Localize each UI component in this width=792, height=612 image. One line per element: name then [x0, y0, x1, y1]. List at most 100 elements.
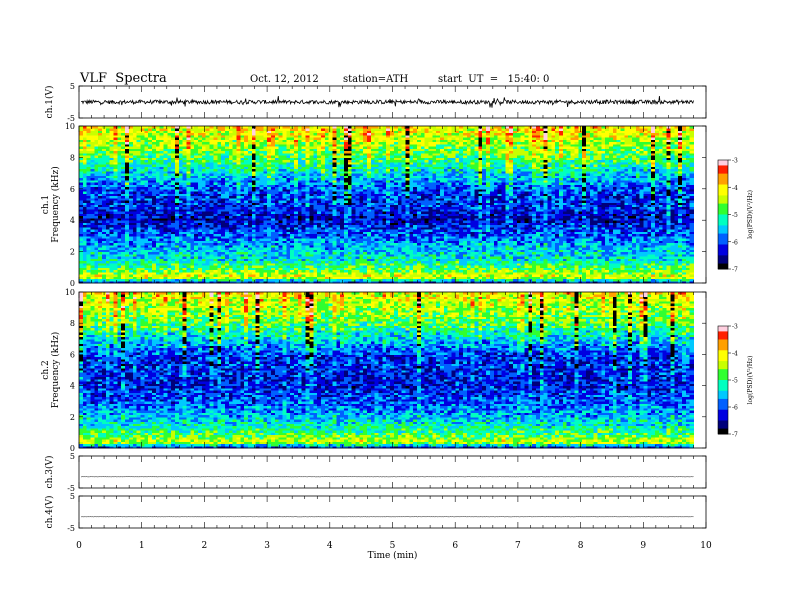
- spectrogram-cell: [163, 278, 168, 282]
- spectrogram-cell: [413, 280, 418, 284]
- spectrogram-cell: [639, 267, 645, 271]
- spectrogram-cell: [390, 262, 395, 266]
- spectrogram-cell: [320, 267, 326, 271]
- spectrogram-cell: [274, 271, 280, 275]
- spectrogram-cell: [628, 265, 633, 268]
- spectrogram-cell: [301, 267, 307, 271]
- spectrogram-cell: [547, 269, 552, 273]
- spectrogram-cell: [148, 271, 153, 275]
- spectrogram-cell: [201, 271, 207, 275]
- spectrogram-cell: [263, 265, 268, 268]
- spectrogram-cell: [90, 274, 95, 277]
- spectrogram-cell: [616, 274, 621, 277]
- spectrogram-cell: [632, 274, 637, 277]
- spectrogram-cell: [424, 269, 429, 273]
- spectrogram-cell: [236, 280, 241, 284]
- spectrogram-cell: [582, 269, 587, 273]
- ch1-waveform-trace: [80, 95, 694, 108]
- spectrogram-cell: [678, 262, 683, 266]
- spectrogram-cell: [347, 267, 353, 271]
- spectrogram-cell: [255, 276, 260, 280]
- spectrogram-cell: [251, 278, 257, 282]
- spectrogram-cell: [639, 274, 645, 277]
- spectrogram-cell: [228, 276, 234, 280]
- spectrogram-cell: [228, 262, 234, 266]
- spectrogram-cell: [278, 271, 284, 275]
- spectrogram-cell: [401, 267, 406, 271]
- spectrogram-cell: [670, 278, 675, 282]
- spectrogram-cell: [163, 269, 168, 273]
- spectrogram-cell: [247, 278, 253, 282]
- spectrogram-cell: [155, 274, 161, 277]
- spectrogram-cell: [94, 278, 99, 282]
- spectrogram-cell: [413, 278, 418, 282]
- spectrogram-cell: [651, 276, 656, 280]
- spectrogram-cell: [635, 262, 641, 266]
- spectrogram-cell: [647, 267, 652, 271]
- spectrogram-cell: [367, 276, 372, 280]
- spectrogram-cell: [113, 260, 118, 264]
- spectrogram-cell: [432, 267, 437, 271]
- spectrogram-cell: [178, 262, 184, 266]
- spectrogram-cell: [666, 274, 671, 277]
- spectrogram-cell: [228, 274, 234, 277]
- spectrogram-cell: [489, 280, 495, 284]
- spectrogram-cell: [367, 262, 372, 266]
- spectrogram-cell: [474, 269, 479, 273]
- spectrogram-cell: [297, 276, 303, 280]
- spectrogram-cell: [351, 267, 357, 271]
- spectrogram-cell: [639, 269, 645, 273]
- spectrogram-cell: [317, 278, 322, 282]
- spectrogram-cell: [247, 265, 253, 268]
- spectrogram-cell: [271, 265, 276, 268]
- spectrogram-cell: [543, 269, 549, 273]
- spectrogram-cell: [98, 280, 103, 284]
- spectrogram-cell: [378, 280, 383, 284]
- spectrogram-cell: [382, 280, 387, 284]
- spectrogram-cell: [297, 269, 303, 273]
- spectrogram-cell: [582, 262, 587, 266]
- spectrogram-cell: [443, 278, 449, 282]
- spectrogram-cell: [263, 260, 268, 264]
- spectrogram-cell: [593, 262, 598, 266]
- spectrogram-cell: [608, 262, 614, 266]
- spectrogram-cell: [205, 278, 211, 282]
- spectrogram-cell: [466, 271, 472, 275]
- spectrogram-cell: [236, 274, 241, 277]
- spectrogram-cell: [512, 271, 518, 275]
- spectrogram-cell: [159, 271, 164, 275]
- spectrogram-cell: [351, 269, 357, 273]
- spectrogram-cell: [409, 280, 414, 284]
- spectrogram-cell: [190, 274, 195, 277]
- spectrogram-cell: [463, 262, 468, 266]
- spectrogram-cell: [685, 280, 691, 284]
- spectrogram-cell: [182, 262, 188, 266]
- spectrogram-cell: [328, 280, 333, 284]
- spectrogram-cell: [589, 265, 595, 268]
- spectrogram-cell: [562, 278, 568, 282]
- spectrogram-cell: [551, 274, 556, 277]
- spectrogram-cell: [336, 269, 341, 273]
- spectrogram-cell: [612, 269, 618, 273]
- spectrogram-cell: [297, 265, 303, 268]
- spectrogram-cell: [355, 265, 360, 268]
- spectrogram-cell: [297, 267, 303, 271]
- spectrogram-cell: [317, 265, 322, 268]
- spectrogram-cell: [109, 260, 115, 264]
- spectrogram-cell: [589, 267, 595, 271]
- spectrogram-cell: [290, 278, 295, 282]
- spectrogram-cell: [90, 269, 95, 273]
- spectrogram-cell: [148, 274, 153, 277]
- spectrogram-cell: [416, 278, 422, 282]
- spectrogram-cell: [278, 260, 284, 264]
- spectrogram-cell: [405, 274, 410, 277]
- spectrogram-cell: [286, 280, 291, 284]
- spectrogram-cell: [232, 274, 237, 277]
- spectrogram-cell: [274, 280, 280, 284]
- spectrogram-cell: [455, 274, 460, 277]
- spectrogram-cell: [539, 278, 545, 282]
- spectrogram-cell: [286, 269, 291, 273]
- spectrogram-cell: [359, 269, 364, 273]
- spectrogram-cell: [658, 262, 664, 266]
